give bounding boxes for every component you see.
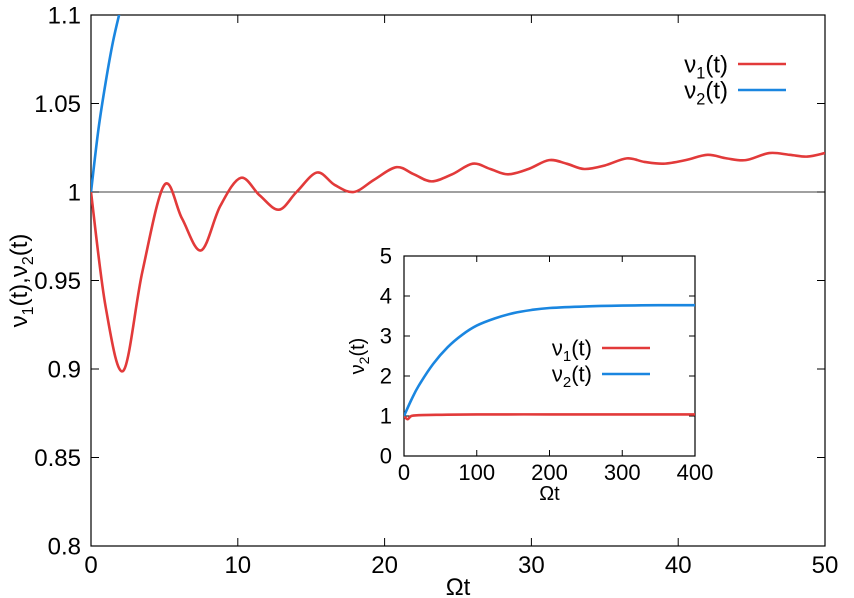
main-xtick-label: 20 (371, 552, 398, 579)
inset-ytick-label: 4 (380, 284, 392, 309)
inset-series-group (404, 303, 695, 421)
inset-y-axis-label: ν2(t) (347, 338, 372, 375)
main-ylabel-mid: (t),ν (6, 265, 33, 306)
inset-legend-label-2: ν2(t) (552, 362, 592, 392)
main-series-group (91, 15, 825, 373)
main-legend-label-1: ν1(t) (684, 51, 728, 82)
main-xtick-label: 0 (84, 552, 97, 579)
inset-legend-label-1: ν1(t) (552, 336, 592, 366)
inset-ylabel-end: (t) (347, 338, 369, 357)
inset-xtick-label: 0 (398, 460, 410, 485)
main-ytick-label: 0.8 (48, 533, 81, 560)
main-ytick-label: 1 (68, 179, 81, 206)
inset-ytick-label: 0 (380, 444, 392, 469)
main-ylabel-end: (t) (6, 234, 33, 257)
inset-legend: ν1(t)ν2(t) (552, 336, 650, 392)
inset-xtick-label: 300 (604, 460, 641, 485)
inset-series-line-1 (404, 413, 695, 421)
inset-ytick-label: 5 (380, 244, 392, 269)
inset-ytick-label: 2 (380, 364, 392, 389)
inset-xtick-label: 100 (458, 460, 495, 485)
main-x-axis-label: Ωt (446, 574, 471, 598)
inset-ytick-label: 1 (380, 404, 392, 429)
inset-xtick-label: 400 (677, 460, 714, 485)
inset-background (404, 256, 695, 456)
inset-ytick-label: 3 (380, 324, 392, 349)
inset-xtick-label: 200 (531, 460, 568, 485)
main-ylabel-nu1: ν (6, 315, 33, 327)
inset-x-axis-label: Ωt (539, 483, 560, 505)
main-xtick-label: 50 (812, 552, 839, 579)
main-series-line-1 (91, 151, 825, 373)
main-series-line-2 (91, 15, 121, 193)
main-ytick-label: 0.9 (48, 356, 81, 383)
inset-ylabel-sub: 2 (356, 356, 372, 364)
inset-series-line-2 (404, 303, 695, 417)
main-ytick-label: 1.05 (34, 91, 81, 118)
main-legend-label-2: ν2(t) (684, 77, 728, 108)
inset-axis-ticks: 0 100 200 300 400 0 1 2 3 4 5 (380, 244, 714, 485)
main-ylabel-sub1: 1 (20, 306, 37, 315)
main-xtick-label: 30 (518, 552, 545, 579)
main-ytick-label: 1.1 (48, 2, 81, 29)
main-xtick-label: 40 (665, 552, 692, 579)
inset-ylabel-nu: ν (347, 364, 369, 374)
main-ylabel-sub2: 2 (20, 256, 37, 265)
main-ytick-label: 0.95 (34, 268, 81, 295)
main-xtick-label: 10 (224, 552, 251, 579)
main-legend: ν1(t)ν2(t) (684, 51, 786, 108)
main-y-axis-label: ν1(t),ν2(t) (6, 234, 37, 328)
main-ytick-label: 0.85 (34, 445, 81, 472)
